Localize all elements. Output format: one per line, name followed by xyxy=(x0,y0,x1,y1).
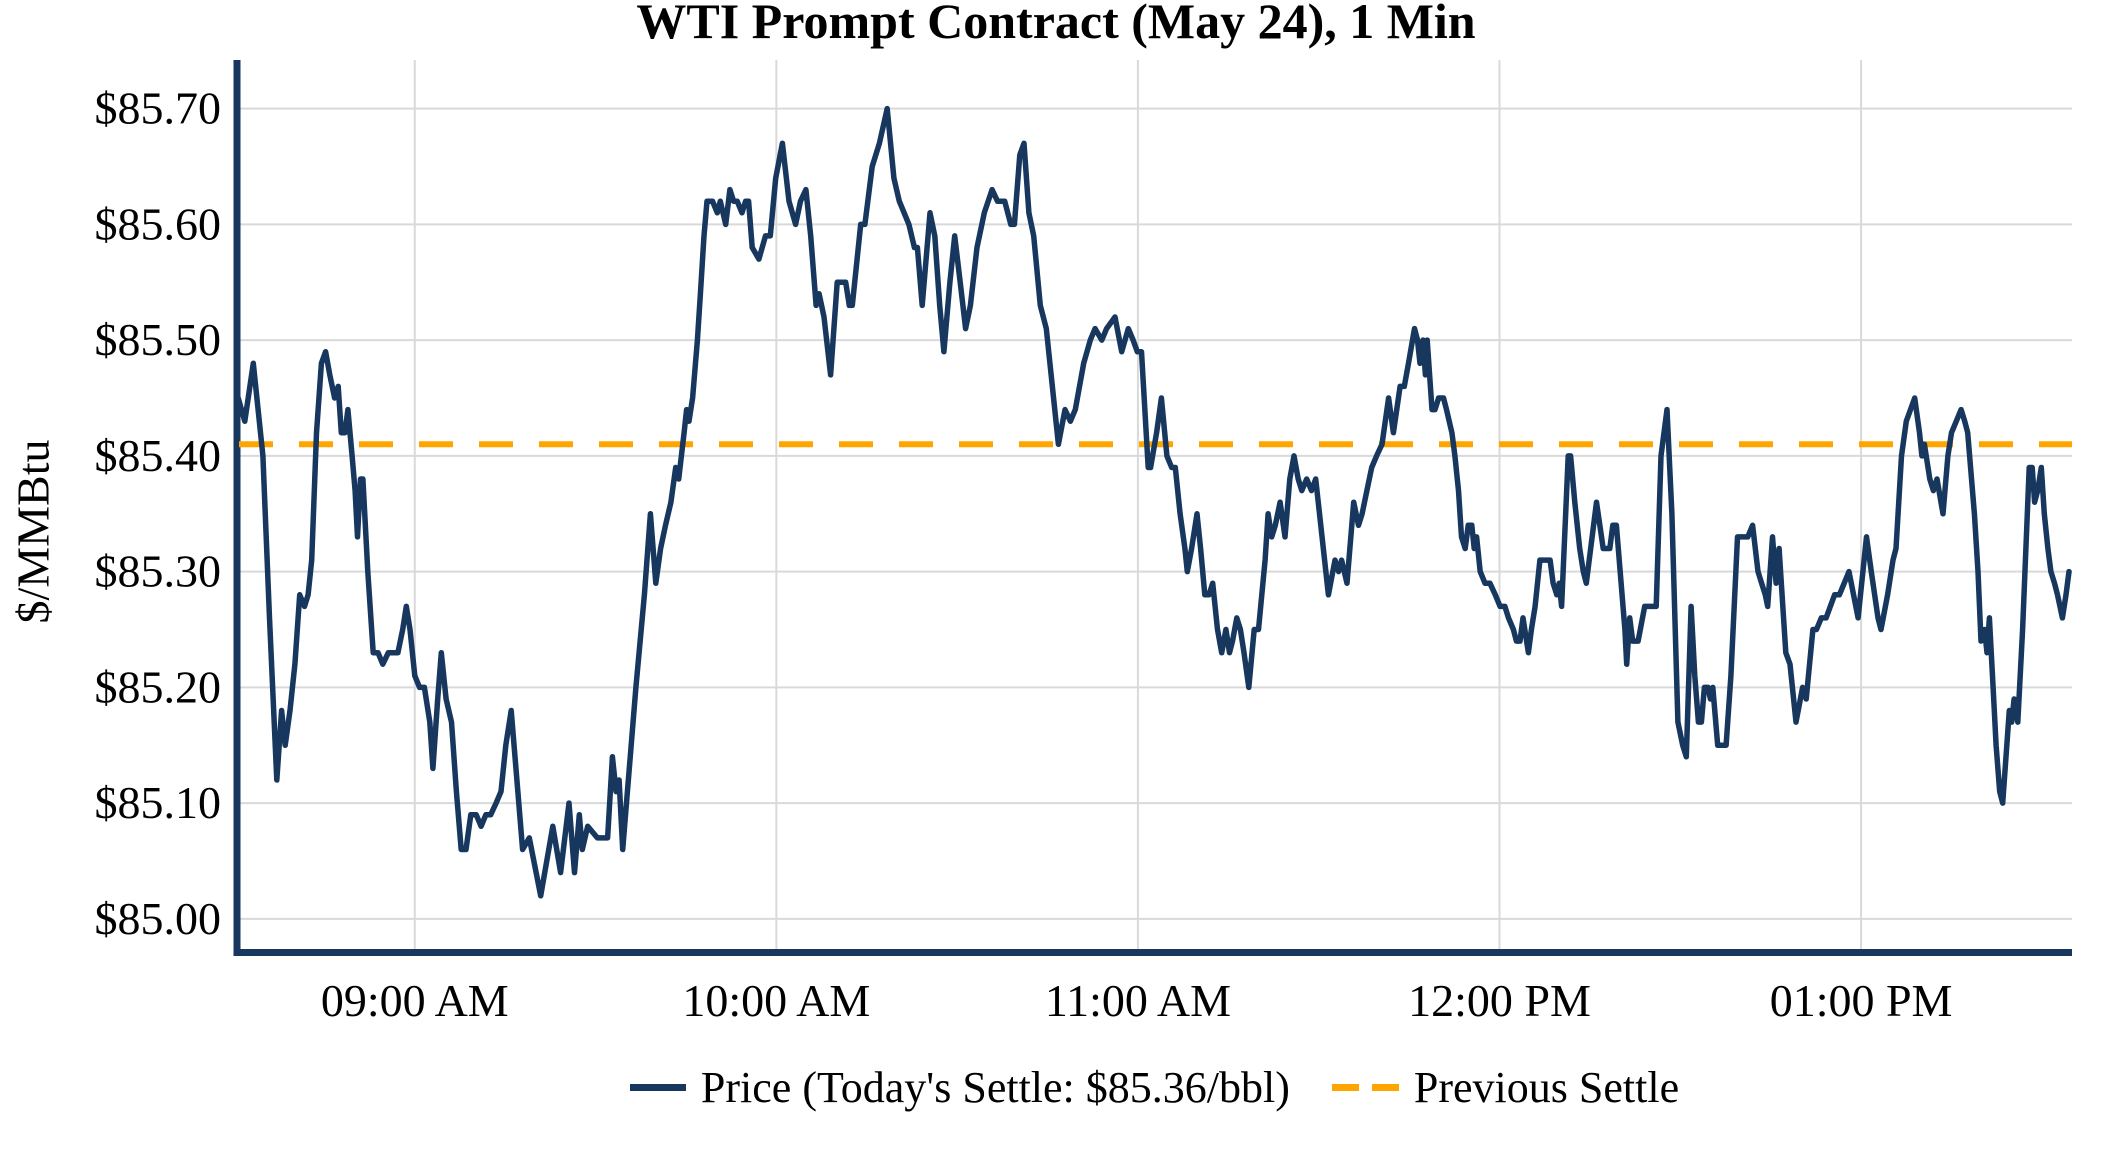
y-tick-label: $85.30 xyxy=(95,546,222,597)
previous-settle-dash-swatch-icon xyxy=(1331,1084,1399,1091)
y-tick-label: $85.50 xyxy=(95,314,222,365)
previous-settle-legend-label: Previous Settle xyxy=(1413,1063,1680,1112)
y-tick-label: $85.20 xyxy=(95,661,222,712)
x-tick-label: 10:00 AM xyxy=(682,975,870,1026)
price-legend-label: Price (Today's Settle: $85.36/bbl) xyxy=(700,1063,1290,1112)
y-tick-label: $85.70 xyxy=(95,83,222,134)
x-axis-spine xyxy=(233,949,2072,956)
x-tick-label: 12:00 PM xyxy=(1408,975,1591,1026)
x-tick-label: 01:00 PM xyxy=(1770,975,1953,1026)
y-tick-label: $85.60 xyxy=(95,198,222,249)
chart-legend: Price (Today's Settle: $85.36/bbl) Previ… xyxy=(237,1062,2072,1113)
x-tick-label: 09:00 AM xyxy=(321,975,509,1026)
chart-title: WTI Prompt Contract (May 24), 1 Min xyxy=(636,0,1476,49)
y-tick-label: $85.40 xyxy=(95,430,222,481)
x-tick-label: 11:00 AM xyxy=(1045,975,1231,1026)
price-line xyxy=(235,105,2072,899)
y-tick-label: $85.10 xyxy=(95,777,222,828)
y-axis-spine xyxy=(233,60,241,956)
price-line-swatch-icon xyxy=(629,1084,686,1091)
y-tick-label: $85.00 xyxy=(95,893,222,944)
